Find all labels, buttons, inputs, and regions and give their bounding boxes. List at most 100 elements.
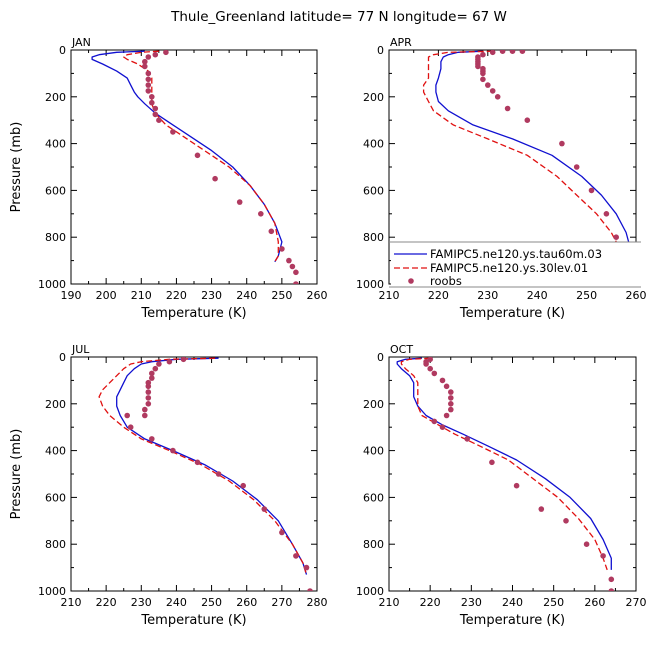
y-tick-label: 0	[59, 351, 66, 364]
series-line-30lev	[422, 50, 622, 268]
obs-point	[145, 82, 152, 88]
obs-point	[268, 228, 275, 235]
obs-point	[303, 564, 310, 571]
series-line-30lev	[98, 357, 308, 575]
obs-point	[448, 395, 454, 401]
x-tick-label: 270	[271, 596, 292, 609]
obs-point	[489, 50, 496, 56]
y-tick-label: 200	[363, 91, 384, 104]
y-tick-label: 1000	[38, 585, 66, 598]
obs-point	[289, 263, 296, 270]
x-tick-label: 210	[131, 289, 152, 302]
obs-point	[293, 281, 299, 284]
obs-point	[489, 459, 495, 466]
panel-title: JUL	[71, 343, 90, 356]
obs-point	[152, 111, 159, 118]
obs-point	[504, 105, 511, 112]
series-group	[396, 357, 615, 591]
y-tick-label: 1000	[356, 278, 384, 291]
x-tick-label: 230	[461, 596, 482, 609]
y-tick-label: 0	[377, 44, 384, 57]
panel-jul: 210 220 230 240 250 260 270 280 0 200 400 600 800 100…	[9, 343, 328, 628]
obs-point	[524, 117, 531, 123]
x-tick-label: 270	[626, 596, 647, 609]
obs-point	[603, 211, 610, 217]
x-tick-label: 260	[626, 289, 647, 302]
obs-point	[509, 50, 516, 54]
obs-point	[431, 418, 438, 425]
obs-point	[480, 51, 486, 58]
series-group	[422, 50, 632, 268]
x-axis-label: Temperature (K)	[459, 306, 565, 321]
obs-point	[152, 105, 159, 112]
obs-point	[170, 129, 176, 135]
x-tick-label: 250	[576, 289, 597, 302]
x-tick-label: 240	[236, 289, 257, 302]
obs-point	[464, 436, 471, 442]
obs-point	[519, 50, 526, 54]
obs-point	[439, 377, 446, 384]
obs-point	[145, 389, 152, 395]
y-tick-label: 1000	[38, 278, 66, 291]
obs-point	[152, 365, 159, 372]
series-line-tau60m	[435, 50, 632, 268]
obs-point	[194, 459, 201, 466]
obs-point	[145, 70, 152, 77]
y-tick-label: 600	[363, 184, 384, 197]
obs-point	[279, 246, 285, 252]
obs-point	[170, 447, 176, 454]
series-line-30lev	[400, 357, 608, 571]
obs-point	[427, 357, 433, 363]
obs-point	[600, 553, 606, 559]
obs-point	[166, 358, 173, 365]
x-tick-label: 250	[201, 596, 222, 609]
x-tick-label: 240	[502, 596, 523, 609]
obs-point	[145, 54, 152, 60]
x-tick-label: 230	[131, 596, 152, 609]
x-tick-label: 210	[379, 596, 400, 609]
obs-point	[307, 588, 313, 591]
series-line-30lev	[123, 50, 279, 263]
series-group	[91, 50, 299, 284]
legend-label: FAMIPC5.ne120.ys.30lev.01	[430, 261, 588, 275]
obs-point	[431, 370, 438, 377]
y-tick-label: 800	[363, 538, 384, 551]
obs-point	[240, 482, 246, 489]
y-tick-label: 200	[45, 398, 66, 411]
obs-point	[499, 50, 506, 54]
x-tick-label: 250	[271, 289, 292, 302]
obs-point	[563, 518, 569, 524]
y-tick-label: 800	[363, 231, 384, 244]
y-tick-label: 800	[45, 538, 66, 551]
obs-point	[145, 88, 152, 94]
obs-point	[448, 406, 454, 413]
obs-point	[480, 76, 486, 83]
y-tick-label: 400	[363, 138, 384, 151]
obs-point	[142, 63, 148, 70]
obs-point	[142, 58, 148, 65]
obs-point	[152, 51, 159, 58]
obs-point	[124, 412, 130, 419]
y-tick-label: 400	[363, 445, 384, 458]
x-tick-label: 200	[96, 289, 117, 302]
obs-point	[149, 99, 155, 106]
obs-point	[142, 412, 148, 419]
x-axis-label: Temperature (K)	[459, 613, 565, 628]
y-tick-label: 800	[45, 231, 66, 244]
obs-point	[149, 375, 155, 381]
x-axis-label: Temperature (K)	[140, 306, 246, 321]
obs-point	[538, 506, 545, 512]
obs-point	[448, 401, 454, 407]
y-tick-label: 400	[45, 445, 66, 458]
obs-point	[149, 370, 155, 377]
obs-point	[443, 383, 450, 390]
y-tick-label: 200	[363, 398, 384, 411]
obs-point	[448, 389, 454, 395]
panel-title: APR	[390, 36, 412, 49]
obs-point	[613, 234, 619, 240]
obs-point	[279, 529, 285, 536]
obs-point	[261, 506, 268, 512]
x-tick-label: 230	[477, 289, 498, 302]
legend-label: FAMIPC5.ne120.ys.tau60m.03	[430, 247, 602, 261]
